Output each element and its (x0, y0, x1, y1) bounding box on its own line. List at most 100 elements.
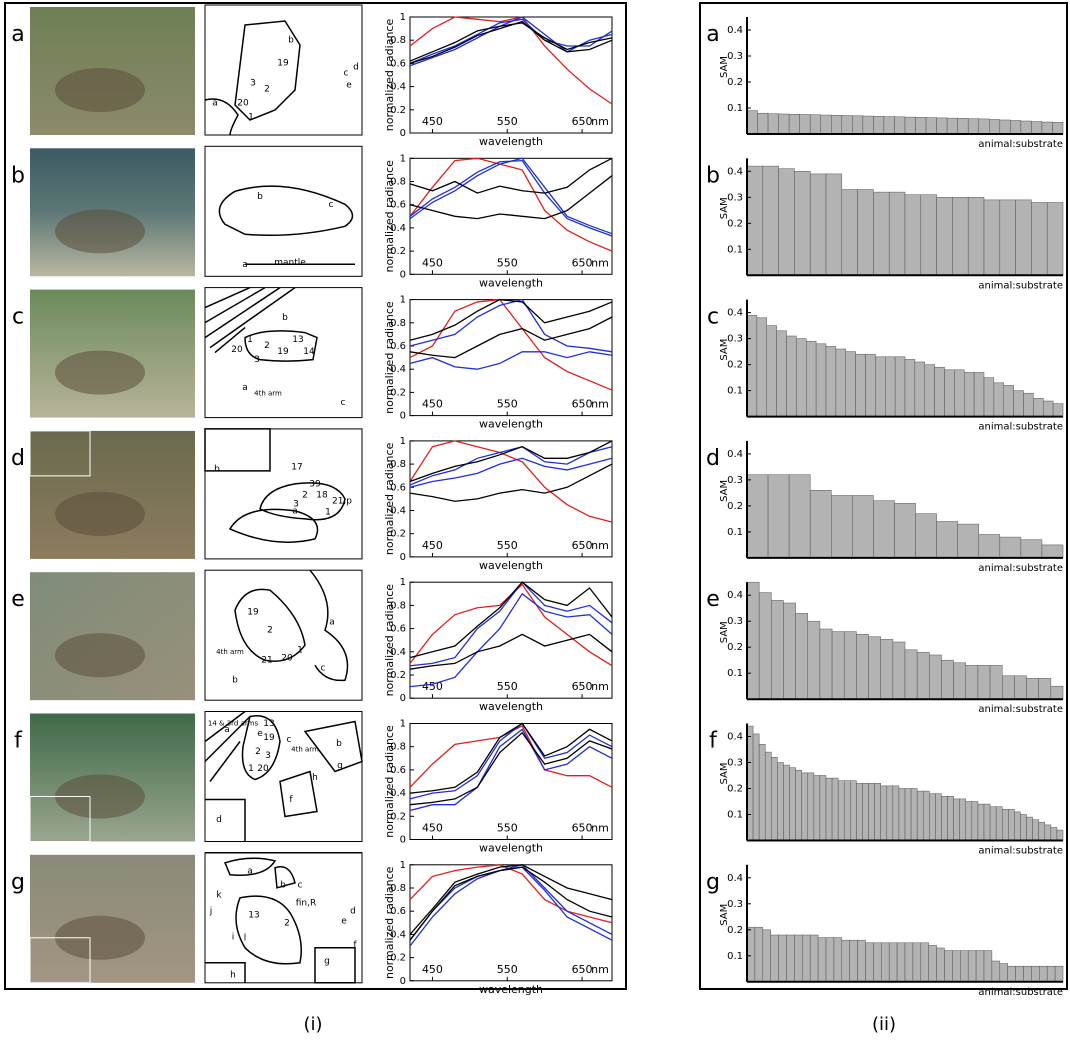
bar (778, 168, 795, 276)
y-tick-label: 0.4 (390, 364, 406, 375)
bar (904, 116, 916, 135)
panel-label: (i) (303, 1014, 322, 1035)
bar (807, 620, 821, 700)
sketch-label: a (247, 866, 253, 876)
bar (825, 777, 833, 841)
bar (999, 119, 1011, 135)
bar (953, 798, 960, 841)
sketch-label: 19 (277, 59, 289, 69)
bar (807, 772, 815, 841)
bar (746, 165, 764, 276)
bar (888, 942, 898, 983)
bar (967, 197, 985, 276)
bar (1031, 202, 1048, 276)
bar (788, 474, 811, 559)
sketch-label: 2 (264, 85, 270, 95)
bar (960, 950, 969, 983)
y-tick-label: 0.1 (727, 668, 743, 679)
sketch-frame (204, 569, 363, 701)
spectrum-line (409, 457, 613, 488)
photo-subject (55, 350, 145, 395)
bar (809, 173, 827, 276)
x-axis-label: wavelength (479, 983, 543, 996)
bar (880, 785, 888, 841)
bar (989, 806, 997, 841)
bar (762, 165, 779, 276)
bar (809, 490, 832, 559)
bar (831, 115, 843, 135)
y-tick-label: 0 (400, 411, 406, 422)
bar (924, 364, 935, 417)
bar (1026, 678, 1039, 700)
sketch-label: 3 (265, 751, 271, 761)
bar (817, 937, 827, 983)
row-letter: f (14, 729, 23, 754)
bar (833, 937, 843, 983)
sketch-label: c (287, 735, 292, 745)
bar (999, 536, 1022, 559)
y-tick-label: 0.8 (390, 318, 406, 329)
bar (989, 119, 1001, 135)
sketch-label: a (224, 725, 230, 735)
bar (843, 631, 857, 700)
y-axis-label: normalized radiance (383, 725, 396, 838)
y-tick-label: 0.2 (390, 387, 406, 398)
bar (874, 783, 881, 841)
bar (977, 803, 985, 841)
y-tick-label: 0.3 (727, 51, 743, 62)
bar (1020, 120, 1032, 135)
bar (837, 780, 845, 841)
y-tick-label: 0.4 (727, 732, 743, 743)
plot-frame (409, 581, 613, 699)
bar (1026, 816, 1033, 841)
y-tick-label: 0.8 (390, 742, 406, 753)
bar (941, 796, 948, 841)
sketch-label: h (230, 970, 236, 980)
sketch-label: g (337, 761, 343, 771)
bar (806, 340, 817, 417)
photo-inset (29, 430, 91, 477)
bar (825, 937, 835, 983)
sketch-label: e (346, 81, 352, 91)
x-tick-label: 650 (572, 256, 593, 269)
y-axis-label: normalized radiance (383, 160, 396, 273)
bar (845, 351, 856, 417)
bar (935, 793, 942, 841)
bar (983, 950, 993, 983)
bar (820, 114, 832, 135)
plot-frame (409, 723, 613, 840)
sketch-outline (204, 20, 301, 136)
y-tick-label: 0.2 (727, 642, 743, 653)
sketch-label: b (280, 880, 286, 890)
bar (947, 796, 954, 841)
row-letter: b (11, 163, 25, 188)
bar (1054, 965, 1064, 983)
sketch-label: g (324, 956, 330, 966)
y-tick-label: 0.4 (727, 308, 743, 319)
spectrum-line (409, 157, 613, 194)
bar (964, 372, 975, 417)
spectrum-line (409, 16, 613, 105)
bar (783, 764, 790, 841)
y-tick-label: 0.6 (390, 482, 406, 493)
bar (904, 788, 912, 841)
bar (977, 665, 991, 700)
bar (898, 788, 906, 841)
bar (819, 628, 833, 700)
bar (855, 353, 866, 417)
bar (1046, 202, 1064, 276)
bar (1038, 678, 1052, 700)
bar (857, 189, 874, 276)
bar (815, 343, 827, 417)
y-tick-label: 0.4 (727, 590, 743, 601)
sketch-label: d (353, 63, 359, 73)
y-tick-label: 0.2 (727, 501, 743, 512)
y-tick-label: 0.4 (390, 647, 406, 658)
bar (841, 115, 853, 135)
sketch-label: 1 (297, 646, 303, 656)
bar (850, 780, 857, 841)
x-axis-label: wavelength (479, 135, 543, 148)
y-tick-label: 0.4 (727, 449, 743, 460)
sketch-label: j (209, 906, 213, 916)
